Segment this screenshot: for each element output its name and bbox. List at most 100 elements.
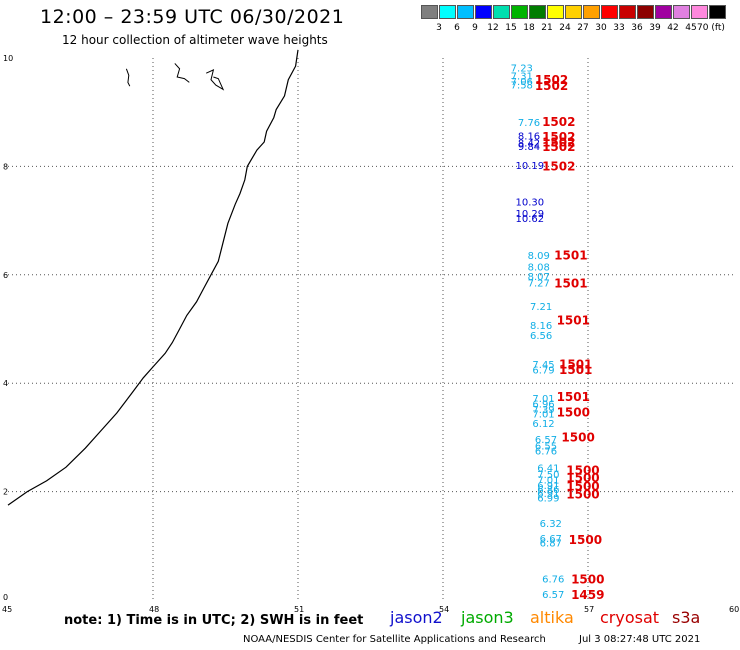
scale-label: 70 (ft) [697,23,725,33]
observation-time: 1502 [542,130,575,144]
scale-label: 12 [487,23,499,33]
legend-note: note: 1) Time is in UTC; 2) SWH is in fe… [64,613,364,628]
swh-value: 6.79 [532,365,554,376]
x-tick-label: 54 [439,605,449,614]
swh-value: 6.91 [537,481,559,492]
island-outline [174,63,190,83]
island-outline [125,68,131,87]
observation-time: 1501 [559,363,592,377]
swh-value: 6.86 [537,485,559,496]
observation-time: 1501 [554,276,587,290]
scale-swatch [565,5,582,19]
observation-time: 1501 [557,390,590,404]
scale-label: 15 [505,23,517,33]
scale-label: 21 [541,23,553,33]
swh-value: 10.19 [516,161,545,172]
y-tick-label: 0 [3,593,8,602]
legend-jason3: jason3 [461,608,514,627]
observation-time: 1502 [535,73,568,87]
footer-timestamp: Jul 3 08:27:48 UTC 2021 [579,634,701,645]
observation-time: 1502 [542,115,575,129]
observation-time: 1500 [566,463,599,477]
y-tick-label: 4 [3,379,8,388]
scale-label: 33 [613,23,625,33]
y-tick-label: 6 [3,271,8,280]
observation-time: 1502 [542,135,575,149]
swh-value: 9.84 [518,142,540,153]
scale-label: 6 [454,23,460,33]
swh-value: 7.06 [511,77,533,88]
swh-value: 10.29 [516,209,545,220]
observation-time: 1500 [566,480,599,494]
swh-value: 6.96 [532,400,554,411]
scale-swatch [709,5,726,19]
page-subtitle: 12 hour collection of altimeter wave hei… [62,33,328,47]
legend-cryosat: cryosat [600,608,660,627]
swh-value: 7.76 [518,118,540,129]
footer-credit: NOAA/NESDIS Center for Satellite Applica… [243,634,546,645]
swh-value: 7.50 [537,470,559,481]
scale-label: 18 [523,23,535,33]
swh-value: 10.30 [516,197,545,208]
legend-altika: altika [530,608,574,627]
x-tick-label: 60 [729,605,739,614]
observation-time: 1501 [554,249,587,263]
x-tick-label: 57 [584,605,594,614]
scale-swatch [673,5,690,19]
scale-swatch [691,5,708,19]
observation-time: 1500 [566,471,599,485]
scale-swatch [511,5,528,19]
scale-swatch [655,5,672,19]
swh-value: 6.76 [535,447,557,458]
swh-value: 6.32 [540,519,562,530]
swh-value: 8.09 [528,251,550,262]
x-tick-label: 45 [2,605,12,614]
scale-label: 36 [631,23,643,33]
swh-value: 8.07 [528,272,550,283]
scale-swatch [493,5,510,19]
swh-value: 7.23 [511,64,533,75]
swh-value: 6.67 [540,534,562,545]
swh-value: 6.91 [537,489,559,500]
scale-label: 45 [685,23,697,33]
scale-swatch [619,5,636,19]
observation-time: 1502 [542,160,575,174]
scale-swatch [475,5,492,19]
swh-value: 7.39 [532,405,554,416]
swh-value: 7.21 [530,302,552,313]
swh-value: 6.99 [537,493,559,504]
scale-label: 27 [577,23,589,33]
page-title: 12:00 – 23:59 UTC 06/30/2021 [40,6,345,28]
scale-swatch [529,5,546,19]
scale-label: 24 [559,23,571,33]
swh-value: 6.57 [535,435,557,446]
observation-time: 1500 [561,431,594,445]
scale-label: 3 [436,23,442,33]
coastline [7,49,299,506]
scale-label: 39 [649,23,661,33]
scale-swatch [547,5,564,19]
swh-value: 7.01 [532,409,554,420]
swh-value: 7.27 [528,279,550,290]
swh-value: 7.01 [532,394,554,405]
swh-value: 6.56 [530,331,552,342]
swh-value: 7.31 [511,72,533,83]
observation-time: 1500 [557,405,590,419]
observation-time: 1500 [569,533,602,547]
swh-value: 10.62 [516,214,545,225]
legend-s3a: s3a [672,608,701,627]
y-tick-label: 10 [3,54,13,63]
swh-value: 8.42 [518,138,540,149]
swh-value: 6.55 [535,441,557,452]
observation-time: 1502 [542,140,575,154]
swh-value: 7.45 [532,360,554,371]
scale-swatch [439,5,456,19]
swh-value: 8.16 [530,321,552,332]
swh-value: 6.12 [532,419,554,430]
y-tick-label: 8 [3,162,8,171]
observation-time: 1502 [535,79,568,93]
legend-jason2: jason2 [390,608,443,627]
swh-value: 8.16 [518,131,540,142]
swh-value: 6.57 [542,590,564,601]
scale-label: 30 [595,23,607,33]
